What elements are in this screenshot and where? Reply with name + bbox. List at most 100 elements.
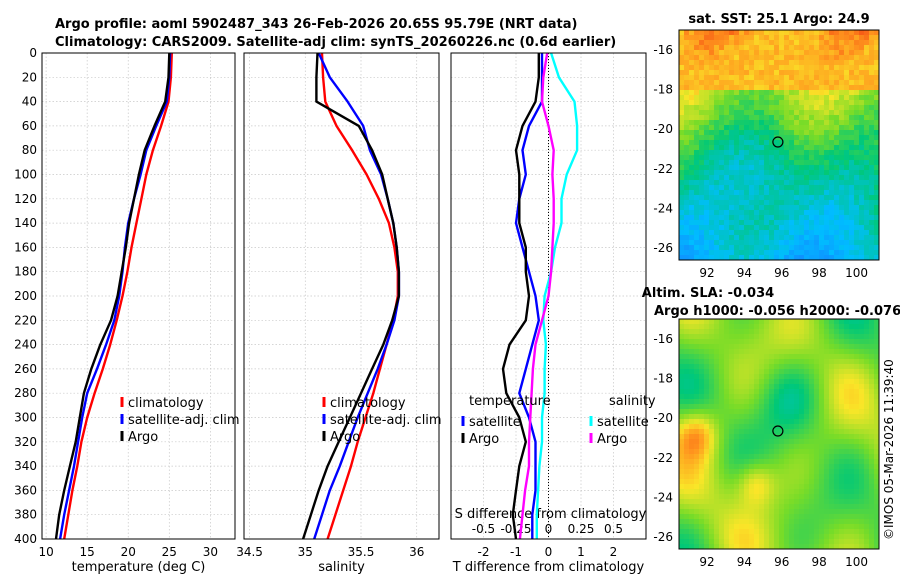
map-cell [864, 499, 870, 505]
map-cell [774, 150, 780, 156]
map-cell [869, 165, 875, 171]
map-cell [829, 255, 835, 261]
map-cell [764, 374, 770, 380]
map-cell [744, 75, 750, 81]
map-cell [874, 384, 880, 390]
map-cell [679, 354, 685, 360]
map-cell [694, 334, 700, 340]
map-cell [869, 225, 875, 231]
map-cell [729, 225, 735, 231]
map-cell [749, 444, 755, 450]
map-cell [714, 514, 720, 520]
map-cell [684, 65, 690, 71]
map-cell [799, 334, 805, 340]
map-cell [744, 120, 750, 126]
map-cell [689, 120, 695, 126]
map-cell [799, 140, 805, 146]
map-cell [854, 429, 860, 435]
map-cell [859, 469, 865, 475]
map-cell [719, 489, 725, 495]
map-cell [834, 110, 840, 116]
map-cell [859, 529, 865, 535]
map-cell [699, 95, 705, 101]
map-cell [754, 344, 760, 350]
map-cell [684, 130, 690, 136]
map-cell [679, 120, 685, 126]
map-cell [849, 50, 855, 56]
legend-label: Argo [128, 430, 158, 445]
map-cell [759, 524, 765, 530]
map-cell [794, 514, 800, 520]
map-cell [729, 255, 735, 261]
map-cell [764, 230, 770, 236]
map-cell [824, 379, 830, 385]
map-cell [734, 60, 740, 66]
map-cell [749, 384, 755, 390]
map-cell [839, 145, 845, 151]
map-cell [859, 140, 865, 146]
map-cell [844, 334, 850, 340]
map-cell [824, 210, 830, 216]
map-cell [774, 414, 780, 420]
map-cell [699, 459, 705, 465]
map-cell [699, 105, 705, 111]
map-cell [699, 250, 705, 256]
map-cell [854, 439, 860, 445]
map-cell [834, 359, 840, 365]
map-cell [829, 419, 835, 425]
map-cell [834, 205, 840, 211]
map-cell [749, 484, 755, 490]
map-cell [809, 150, 815, 156]
map-cell [794, 484, 800, 490]
map-cell [869, 120, 875, 126]
map-cell [724, 519, 730, 525]
map-cell [709, 509, 715, 515]
map-cell [829, 349, 835, 355]
map-cell [754, 180, 760, 186]
map-cell [684, 110, 690, 116]
map-y-tick: -18 [653, 82, 673, 96]
map-cell [804, 45, 810, 51]
map-cell [789, 175, 795, 181]
map-cell [729, 419, 735, 425]
map-cell [689, 240, 695, 246]
map-cell [704, 529, 710, 535]
map-cell [874, 30, 880, 36]
map-cell [714, 424, 720, 430]
map-cell [759, 454, 765, 460]
map-cell [739, 344, 745, 350]
top-tick-label: 0.25 [568, 522, 595, 536]
map-cell [804, 524, 810, 530]
map-cell [804, 145, 810, 151]
map-cell [719, 75, 725, 81]
y-tick-label: 220 [14, 313, 37, 327]
map-cell [814, 150, 820, 156]
map-cell [754, 369, 760, 375]
map-cell [709, 255, 715, 261]
map-cell [809, 145, 815, 151]
map-cell [864, 369, 870, 375]
map-cell [739, 379, 745, 385]
map-cell [874, 130, 880, 136]
map-cell [869, 444, 875, 450]
map-cell [704, 90, 710, 96]
map-cell [729, 180, 735, 186]
y-tick-label: 320 [14, 435, 37, 449]
map-cell [724, 424, 730, 430]
map-cell [854, 80, 860, 86]
map-cell [679, 215, 685, 221]
map-cell [724, 235, 730, 241]
x-tick-label: 35.5 [348, 545, 375, 559]
map-cell [684, 135, 690, 141]
map-cell [859, 439, 865, 445]
map-cell [839, 534, 845, 540]
map-cell [744, 429, 750, 435]
map-cell [729, 449, 735, 455]
map-cell [779, 240, 785, 246]
map-cell [849, 324, 855, 330]
map-cell [844, 499, 850, 505]
map-cell [694, 449, 700, 455]
map-cell [809, 354, 815, 360]
map-cell [804, 125, 810, 131]
map-cell [769, 170, 775, 176]
